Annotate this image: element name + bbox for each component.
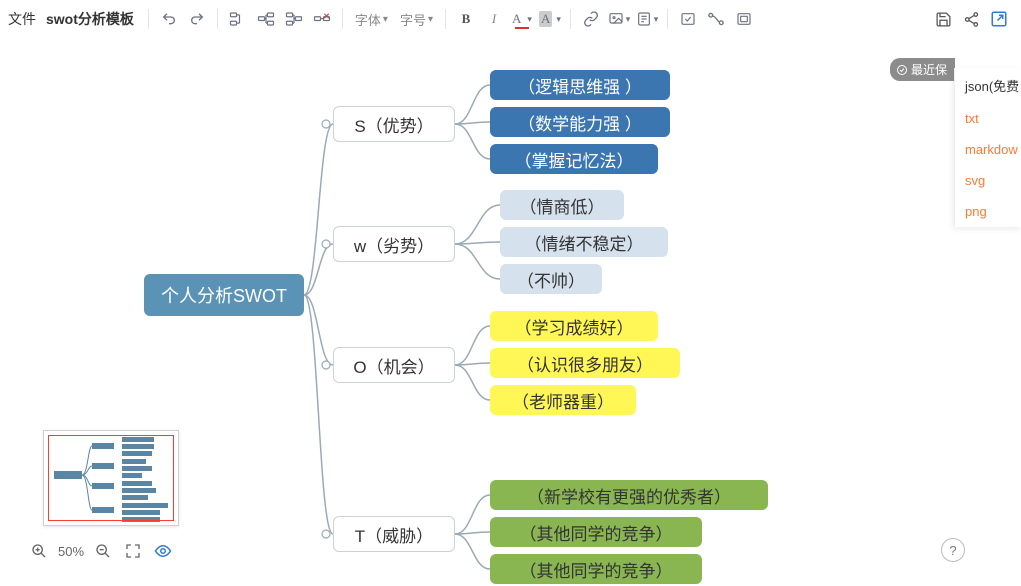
- highlight-button[interactable]: A▾: [536, 5, 564, 33]
- mindmap-leaf[interactable]: （逻辑思维强 ）: [490, 70, 670, 100]
- fit-screen-button[interactable]: [122, 540, 144, 562]
- file-menu[interactable]: 文件: [0, 9, 44, 29]
- zoom-level: 50%: [58, 544, 84, 559]
- link-button[interactable]: [577, 5, 605, 33]
- font-size-select[interactable]: 字号▾: [394, 10, 439, 29]
- mindmap-leaf[interactable]: （不帅）: [500, 264, 602, 294]
- save-button[interactable]: [929, 5, 957, 33]
- zoom-in-button[interactable]: [28, 540, 50, 562]
- mindmap-leaf[interactable]: （新学校有更强的优秀者）: [490, 480, 768, 510]
- mindmap-leaf[interactable]: （学习成绩好）: [490, 311, 658, 341]
- mindmap-leaf[interactable]: （数学能力强 ）: [490, 107, 670, 137]
- toolbar: 文件 swot分析模板 字体▾ 字号▾ B I A▾ A▾ ▾ ▾: [0, 0, 1021, 39]
- add-child-button[interactable]: [252, 5, 280, 33]
- export-button[interactable]: [985, 5, 1013, 33]
- zoom-bar: 50%: [28, 540, 174, 562]
- mindmap-leaf[interactable]: （老师器重）: [490, 385, 636, 415]
- minimap-viewport[interactable]: [48, 435, 174, 521]
- separator: [667, 9, 668, 29]
- mindmap-leaf[interactable]: （其他同学的竞争）: [490, 517, 702, 547]
- export-option[interactable]: txt: [955, 103, 1021, 134]
- minimap[interactable]: [43, 430, 179, 526]
- recent-save-tag: 最近保: [890, 58, 955, 81]
- separator: [445, 9, 446, 29]
- italic-button[interactable]: I: [480, 5, 508, 33]
- undo-button[interactable]: [155, 5, 183, 33]
- boundary-button[interactable]: [730, 5, 758, 33]
- redo-button[interactable]: [183, 5, 211, 33]
- text-color-button[interactable]: A▾: [508, 5, 536, 33]
- mindmap-root[interactable]: 个人分析SWOT: [144, 274, 304, 316]
- mindmap-branch-O[interactable]: O（机会）: [333, 347, 455, 383]
- font-family-select[interactable]: 字体▾: [349, 10, 394, 29]
- separator: [342, 9, 343, 29]
- mindmap-leaf[interactable]: （掌握记忆法）: [490, 144, 658, 174]
- export-dropdown: json(免费txtmarkdowsvgpng: [954, 68, 1021, 227]
- export-option[interactable]: markdow: [955, 134, 1021, 165]
- zoom-out-button[interactable]: [92, 540, 114, 562]
- mindmap-leaf[interactable]: （认识很多朋友）: [490, 348, 680, 378]
- preview-button[interactable]: [152, 540, 174, 562]
- separator: [570, 9, 571, 29]
- doc-title[interactable]: swot分析模板: [44, 9, 142, 29]
- export-option[interactable]: png: [955, 196, 1021, 227]
- separator: [148, 9, 149, 29]
- image-button[interactable]: ▾: [605, 5, 633, 33]
- mindmap-leaf[interactable]: （情商低）: [500, 190, 624, 220]
- mindmap-branch-W[interactable]: w（劣势）: [333, 226, 455, 262]
- mindmap-leaf[interactable]: （其他同学的竞争）: [490, 554, 702, 584]
- relation-button[interactable]: [702, 5, 730, 33]
- mindmap-branch-S[interactable]: S（优势）: [333, 106, 455, 142]
- check-circle-icon: [896, 64, 908, 76]
- bold-button[interactable]: B: [452, 5, 480, 33]
- add-sibling-button[interactable]: [224, 5, 252, 33]
- note-button[interactable]: ▾: [633, 5, 661, 33]
- add-parent-button[interactable]: [280, 5, 308, 33]
- separator: [217, 9, 218, 29]
- delete-node-button[interactable]: [308, 5, 336, 33]
- export-option[interactable]: json(免费: [955, 68, 1021, 103]
- mindmap-branch-T[interactable]: T（威胁）: [333, 516, 455, 552]
- export-option[interactable]: svg: [955, 165, 1021, 196]
- help-button[interactable]: ?: [941, 538, 965, 562]
- share-button[interactable]: [957, 5, 985, 33]
- task-button[interactable]: [674, 5, 702, 33]
- mindmap-leaf[interactable]: （情绪不稳定）: [500, 227, 668, 257]
